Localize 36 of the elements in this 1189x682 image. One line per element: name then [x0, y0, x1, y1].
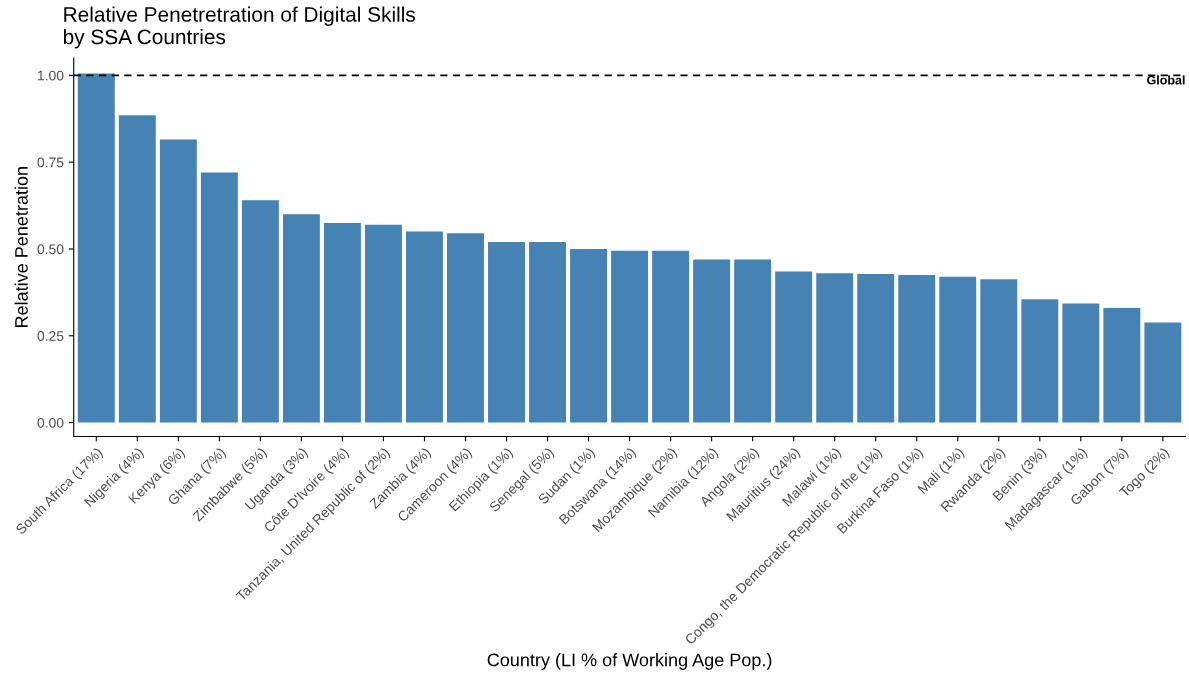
bar — [159, 139, 197, 423]
bar — [1144, 322, 1182, 423]
bar — [529, 242, 566, 423]
bar — [282, 214, 320, 423]
bar — [857, 273, 895, 423]
bar — [241, 200, 279, 423]
bar — [77, 73, 115, 423]
bar — [118, 115, 156, 423]
bar — [652, 250, 690, 423]
y-tick-label: 0.25 — [37, 331, 64, 341]
bar — [898, 275, 936, 423]
bar — [200, 172, 238, 423]
bar — [611, 250, 649, 423]
bar — [406, 231, 443, 423]
bar — [816, 273, 854, 423]
y-tick-label: 1.00 — [38, 70, 64, 81]
bar — [734, 259, 772, 423]
x-axis-title: Country (LI % of Working Age Pop.) — [487, 653, 772, 670]
y-tick-label: 0.75 — [37, 157, 64, 168]
bar — [775, 271, 813, 423]
bar — [488, 242, 525, 423]
bar — [570, 248, 608, 423]
y-tick-label: 0.50 — [37, 244, 64, 255]
bar — [980, 279, 1018, 423]
bar — [447, 233, 484, 423]
bar — [1103, 307, 1141, 423]
bar — [364, 224, 402, 423]
bar — [939, 276, 977, 423]
y-axis-title: Relative Penetration — [14, 167, 28, 328]
bar — [693, 259, 731, 423]
bar — [1021, 299, 1059, 423]
y-tick-label: 0.00 — [37, 417, 64, 428]
bar — [1062, 303, 1100, 423]
bar — [323, 222, 361, 423]
ref-line-label: Global — [1147, 75, 1185, 85]
chart-title: Relative Penetretration of Digital Skills by SSA Countries — [63, 6, 416, 49]
